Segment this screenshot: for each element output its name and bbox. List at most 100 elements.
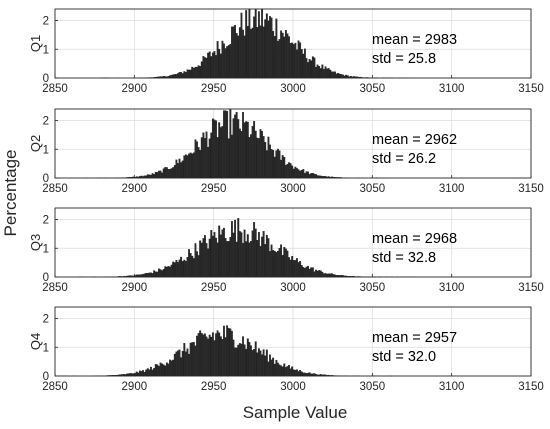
histogram-bar	[146, 272, 149, 278]
histogram-bar	[162, 269, 165, 278]
histogram-bar	[311, 56, 314, 79]
histogram-bar	[280, 159, 283, 179]
histogram-bar	[278, 248, 281, 278]
x-tick-label: 3050	[360, 183, 386, 195]
histogram-bar	[250, 134, 252, 179]
histogram-bar	[251, 126, 254, 179]
histogram-bar	[235, 33, 238, 79]
histogram-bar	[175, 74, 178, 79]
histogram-bar	[175, 159, 178, 179]
x-tick-label: 2900	[122, 381, 148, 393]
histogram-bar	[146, 174, 149, 179]
histogram-bar	[213, 232, 216, 278]
histogram-bar	[246, 234, 249, 278]
histogram-bar	[315, 66, 317, 79]
x-tick-label: 3000	[280, 381, 306, 393]
histogram-bar	[291, 256, 294, 278]
histogram-bar	[192, 152, 195, 179]
x-tick-label: 3150	[518, 282, 544, 294]
histogram-bar	[237, 218, 240, 278]
histogram-bar	[294, 260, 297, 278]
histogram-bar	[261, 8, 263, 79]
histogram-bar	[173, 262, 176, 278]
histogram-bar	[261, 236, 263, 278]
histogram-bar	[162, 168, 165, 179]
histogram-bar	[207, 146, 210, 179]
histogram-bar	[300, 265, 303, 278]
histogram-bar	[232, 232, 235, 278]
histogram-bar	[270, 17, 273, 79]
histogram-bar	[281, 255, 284, 278]
histogram-bar	[167, 266, 170, 278]
histogram-bar	[267, 361, 270, 377]
histogram-bar	[219, 234, 222, 278]
histogram-bar	[291, 42, 294, 79]
histogram-bar	[330, 71, 333, 79]
histogram-bar	[254, 341, 257, 377]
histogram-bar	[232, 26, 235, 79]
histogram-bar	[265, 150, 268, 179]
histogram-bar	[316, 64, 319, 79]
histogram-bar	[186, 155, 189, 179]
histogram-bar	[213, 340, 216, 377]
std-annotation: std = 32.0	[372, 349, 436, 365]
histogram-bar	[275, 359, 278, 377]
histogram-bar	[253, 222, 256, 278]
histogram-bar	[316, 270, 319, 278]
histogram-bar	[262, 26, 265, 79]
histogram-bar	[254, 228, 257, 278]
histogram-bar	[262, 136, 265, 179]
histogram-bar	[254, 130, 257, 179]
histogram-bar	[172, 261, 175, 278]
std-annotation: std = 32.8	[372, 250, 436, 266]
histogram-bar	[169, 266, 171, 278]
histogram-bar	[232, 339, 235, 377]
histogram-bar	[302, 372, 305, 377]
x-tick-label: 3100	[439, 381, 465, 393]
x-tick-label: 3100	[439, 282, 465, 294]
histogram-bar	[283, 36, 286, 79]
histogram-bar	[215, 120, 217, 179]
histogram-bar	[234, 347, 237, 377]
histogram-bar	[189, 342, 192, 377]
histogram-bar	[181, 160, 184, 179]
histogram-bar	[234, 25, 237, 79]
histogram-bar	[281, 32, 284, 79]
histogram-bars	[78, 218, 416, 278]
histogram-bar	[210, 132, 213, 179]
histogram-bar	[194, 345, 197, 377]
histogram-bar	[272, 357, 275, 377]
histogram-bar	[192, 342, 195, 377]
histogram-bar	[164, 167, 167, 179]
x-tick-label: 2900	[122, 183, 148, 195]
histogram-bar	[192, 258, 195, 278]
x-tick-label: 2850	[42, 381, 68, 393]
histogram-bar	[299, 170, 302, 179]
histogram-bar	[310, 173, 313, 179]
histogram-bar	[292, 44, 295, 79]
histogram-bar	[177, 73, 179, 79]
histogram-bar	[235, 347, 238, 377]
histogram-bar	[261, 130, 263, 179]
histogram-bar	[167, 168, 170, 179]
histogram-bar	[248, 8, 251, 79]
histogram-bar	[256, 137, 259, 179]
histogram-bar	[205, 336, 208, 377]
x-tick-label: 3050	[360, 83, 386, 95]
histogram-bar	[299, 261, 302, 278]
histogram-bar	[284, 30, 287, 79]
histogram-bar	[165, 167, 168, 179]
histogram-bar	[208, 334, 211, 377]
histogram-bar	[183, 71, 186, 79]
histogram-bar	[324, 273, 327, 278]
histogram-bar	[202, 132, 205, 179]
histogram-bar	[267, 136, 270, 179]
histogram-bar	[219, 53, 222, 79]
histogram-bar	[310, 60, 313, 79]
histogram-bar	[248, 242, 251, 278]
histogram-bar	[250, 345, 252, 377]
histogram-bar	[283, 247, 286, 278]
histogram-bar	[215, 55, 217, 79]
histogram-bar	[345, 74, 348, 79]
y-tick-label: 0	[43, 173, 49, 185]
